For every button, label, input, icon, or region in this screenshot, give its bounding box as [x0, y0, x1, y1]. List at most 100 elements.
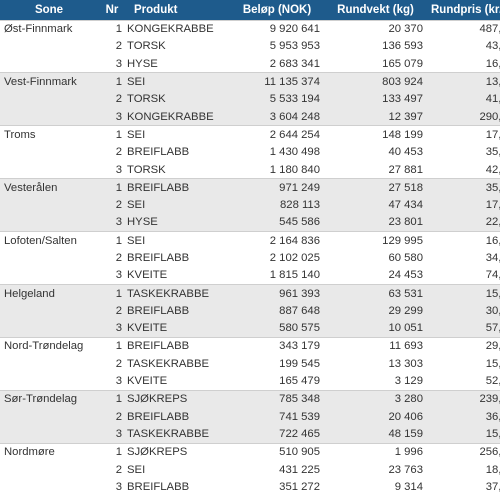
cell-nr: 3 [98, 319, 124, 338]
cell-rundvekt: 20 370 [324, 19, 427, 38]
cell-nr: 2 [98, 37, 124, 56]
cell-rundpris: 52,89 [427, 372, 500, 391]
cell-produkt: BREIFLABB [124, 336, 230, 356]
cell-produkt: TASKEKRABBE [124, 283, 230, 303]
cell-rundvekt: 20 406 [324, 408, 427, 426]
cell-produkt: KONGEKRABBE [124, 19, 230, 38]
cell-nr: 3 [98, 478, 124, 496]
cell-produkt: KVEITE [124, 266, 230, 285]
cell-produkt: BREIFLABB [124, 143, 230, 161]
cell-rundvekt: 1 996 [324, 442, 427, 461]
cell-belop: 351 272 [230, 478, 324, 496]
cell-rundpris: 239,43 [427, 389, 500, 409]
cell-nr: 2 [98, 460, 124, 479]
cell-rundpris: 17,84 [427, 125, 500, 144]
cell-rundpris: 16,65 [427, 231, 500, 250]
cell-produkt: SEI [124, 196, 230, 214]
cell-sone: Troms [0, 125, 98, 144]
cell-nr: 1 [98, 72, 124, 91]
cell-nr: 3 [98, 372, 124, 391]
cell-sone: Nordmøre [0, 442, 98, 461]
cell-belop: 5 533 194 [230, 90, 324, 108]
cell-belop: 510 905 [230, 442, 324, 461]
cell-rundpris: 36,34 [427, 408, 500, 426]
cell-rundvekt: 9 314 [324, 478, 427, 496]
cell-rundvekt: 23 801 [324, 213, 427, 232]
cell-nr: 3 [98, 425, 124, 444]
cell-rundvekt: 63 531 [324, 283, 427, 303]
cell-belop: 2 164 836 [230, 231, 324, 250]
cell-produkt: SEI [124, 460, 230, 479]
cell-rundvekt: 3 129 [324, 372, 427, 391]
table-header: Sone Nr Produkt Beløp (NOK) Rundvekt (kg… [0, 0, 500, 20]
cell-belop: 343 179 [230, 336, 324, 356]
cell-sone: Lofoten/Salten [0, 231, 98, 250]
cell-sone [0, 302, 98, 320]
cell-rundpris: 256,03 [427, 442, 500, 461]
cell-rundvekt: 165 079 [324, 55, 427, 73]
cell-sone [0, 266, 98, 285]
cell-produkt: SJØKREPS [124, 389, 230, 409]
cell-rundvekt: 27 518 [324, 178, 427, 197]
cell-rundpris: 41,45 [427, 90, 500, 108]
cell-nr: 1 [98, 125, 124, 144]
cell-rundvekt: 29 299 [324, 302, 427, 320]
cell-sone [0, 160, 98, 179]
cell-sone: Øst-Finnmark [0, 19, 98, 38]
cell-sone [0, 425, 98, 444]
cell-rundvekt: 133 497 [324, 90, 427, 108]
cell-rundvekt: 803 924 [324, 72, 427, 91]
cell-produkt: BREIFLABB [124, 249, 230, 267]
cell-rundvekt: 10 051 [324, 319, 427, 338]
cell-sone [0, 460, 98, 479]
cell-nr: 2 [98, 302, 124, 320]
cell-belop: 2 102 025 [230, 249, 324, 267]
cell-rundvekt: 3 280 [324, 389, 427, 409]
header-nr: Nr [105, 3, 119, 16]
cell-nr: 3 [98, 107, 124, 126]
cell-rundpris: 43,59 [427, 37, 500, 56]
cell-rundpris: 37,71 [427, 478, 500, 496]
cell-produkt: TORSK [124, 37, 230, 56]
cell-rundvekt: 13 303 [324, 355, 427, 373]
cell-produkt: BREIFLABB [124, 302, 230, 320]
cell-produkt: KVEITE [124, 319, 230, 338]
cell-produkt: SJØKREPS [124, 442, 230, 461]
cell-sone [0, 478, 98, 496]
cell-produkt: SEI [124, 125, 230, 144]
cell-rundpris: 42,35 [427, 160, 500, 179]
cell-nr: 3 [98, 55, 124, 73]
cell-produkt: TASKEKRABBE [124, 355, 230, 373]
header-rundpris: Rundpris (kr/kg) [431, 3, 500, 16]
cell-belop: 1 815 140 [230, 266, 324, 285]
cell-rundpris: 487,03 [427, 19, 500, 38]
cell-belop: 9 920 641 [230, 19, 324, 38]
cell-rundpris: 29,35 [427, 336, 500, 356]
cell-produkt: TASKEKRABBE [124, 425, 230, 444]
cell-nr: 3 [98, 266, 124, 285]
cell-nr: 2 [98, 355, 124, 373]
cell-nr: 3 [98, 213, 124, 232]
table-row: Øst-Finnmark 1 KONGEKRABBE 9 920 641 20 370 4… [0, 19, 500, 38]
cell-rundpris: 30,30 [427, 302, 500, 320]
cell-produkt: BREIFLABB [124, 478, 230, 496]
cell-belop: 1 430 498 [230, 143, 324, 161]
header-rundvekt: Rundvekt (kg) [337, 3, 414, 16]
cell-belop: 785 348 [230, 389, 324, 409]
cell-sone [0, 355, 98, 373]
cell-rundpris: 15,13 [427, 283, 500, 303]
cell-nr: 3 [98, 160, 124, 179]
cell-nr: 1 [98, 336, 124, 356]
